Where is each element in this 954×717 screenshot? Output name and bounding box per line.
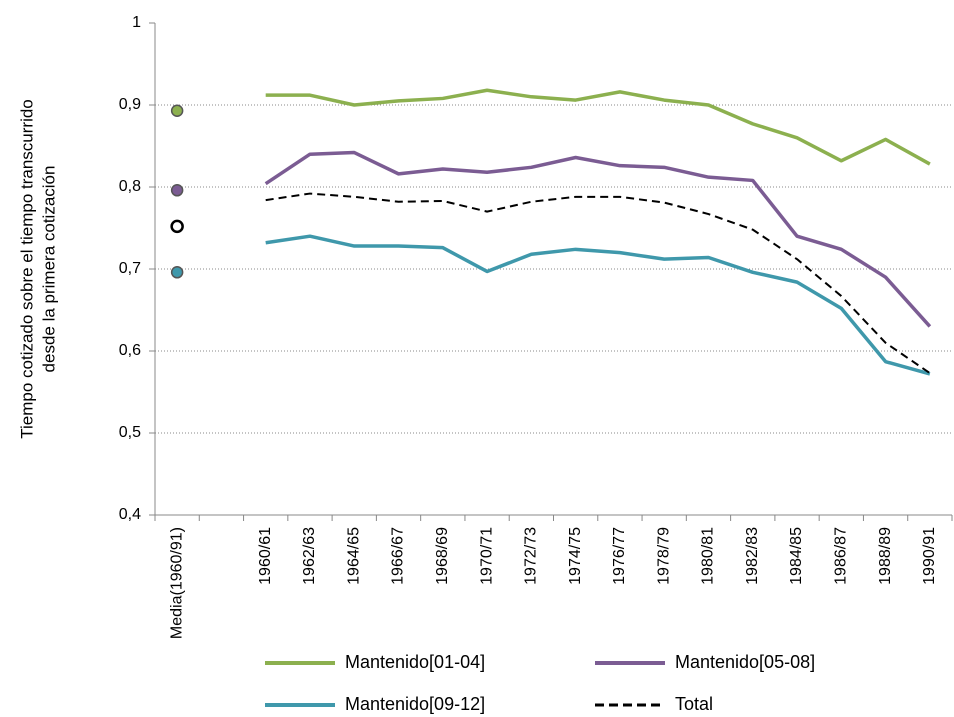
y-axis-label: Tiempo cotizado sobre el tiempo transcur… — [17, 99, 36, 439]
y-tick-label: 1 — [132, 14, 141, 31]
legend-label: Total — [675, 694, 713, 714]
legend-label: Mantenido[09-12] — [345, 694, 485, 714]
x-tick-label: 1960/61 — [257, 527, 274, 585]
x-tick-label: 1962/63 — [301, 527, 318, 585]
legend-label: Mantenido[05-08] — [675, 652, 815, 672]
legend-label: Mantenido[01-04] — [345, 652, 485, 672]
x-tick-label: 1980/81 — [700, 527, 717, 585]
x-tick-label: 1982/83 — [744, 527, 761, 585]
y-tick-label: 0,7 — [119, 260, 141, 277]
series-line — [265, 88, 931, 166]
x-tick-label: 1976/77 — [611, 527, 628, 585]
y-tick-label: 0,8 — [119, 178, 141, 195]
x-tick-label: 1986/87 — [833, 527, 850, 585]
x-tick-label: Media(1960/91) — [168, 527, 185, 639]
y-tick-label: 0,9 — [119, 96, 141, 113]
series-line — [265, 192, 931, 374]
y-tick-label: 0,6 — [119, 342, 141, 359]
x-tick-label: 1968/69 — [434, 527, 451, 585]
marker — [170, 219, 184, 234]
x-tick-label: 1988/89 — [877, 527, 894, 585]
x-tick-label: 1990/91 — [921, 527, 938, 585]
x-tick-label: 1970/71 — [478, 527, 495, 585]
x-tick-label: 1978/79 — [655, 527, 672, 585]
series-line — [265, 234, 931, 376]
series-line — [264, 150, 932, 328]
y-tick-label: 0,4 — [119, 506, 141, 523]
y-axis-label: desde la primera cotización — [39, 166, 58, 373]
marker — [170, 184, 184, 197]
x-tick-label: 1966/67 — [390, 527, 407, 585]
marker — [170, 266, 184, 279]
x-tick-label: 1964/65 — [345, 527, 362, 585]
y-tick-label: 0,5 — [119, 424, 141, 441]
marker — [170, 104, 184, 117]
x-tick-label: 1974/75 — [567, 527, 584, 585]
x-tick-label: 1972/73 — [523, 527, 540, 585]
x-tick-label: 1984/85 — [788, 527, 805, 585]
